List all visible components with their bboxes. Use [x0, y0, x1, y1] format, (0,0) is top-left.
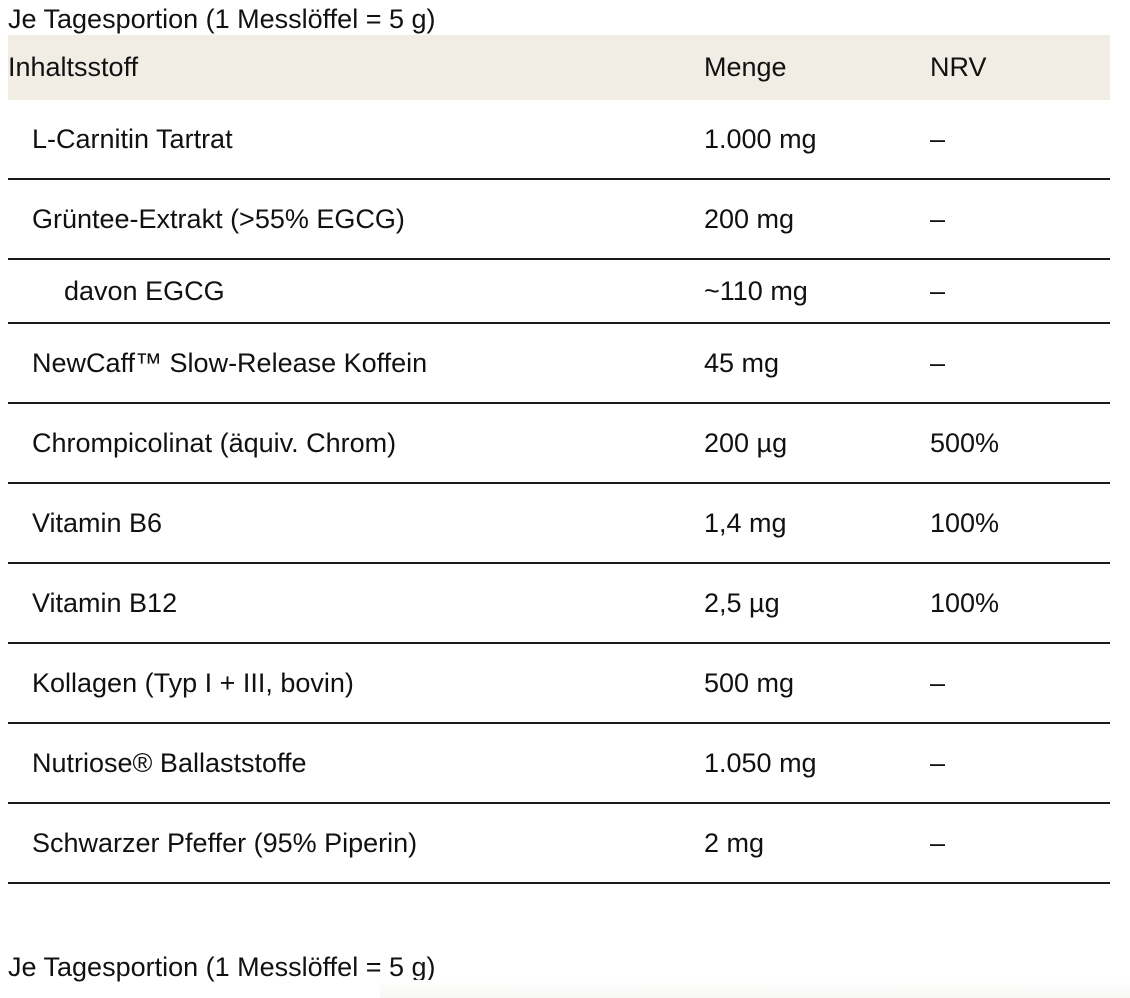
table-caption: Je Tagesportion (1 Messlöffel = 5 g)	[8, 4, 436, 34]
nrv-cell: 100%	[930, 563, 1110, 644]
nrv-cell: –	[930, 723, 1110, 804]
column-header-nrv: NRV	[930, 35, 1110, 100]
amount-cell: 500 mg	[680, 643, 930, 724]
table-row: Schwarzer Pfeffer (95% Piperin) 2 mg –	[8, 803, 1110, 884]
ingredient-cell: NewCaff™ Slow-Release Koffein	[8, 323, 680, 404]
amount-cell: ~110 mg	[680, 259, 930, 324]
nrv-cell: 500%	[930, 403, 1110, 484]
ingredient-cell: davon EGCG	[8, 259, 680, 324]
table-row: Chrompicolinat (äquiv. Chrom) 200 µg 500…	[8, 403, 1110, 484]
nrv-cell: –	[930, 179, 1110, 260]
ingredient-cell: Vitamin B6	[8, 483, 680, 564]
nrv-cell: –	[930, 643, 1110, 724]
ingredient-cell: Schwarzer Pfeffer (95% Piperin)	[8, 803, 680, 884]
amount-cell: 200 mg	[680, 179, 930, 260]
table-row: L-Carnitin Tartrat 1.000 mg –	[8, 100, 1110, 180]
table-row: NewCaff™ Slow-Release Koffein 45 mg –	[8, 323, 1110, 404]
amount-cell: 2 mg	[680, 803, 930, 884]
column-header-amount: Menge	[680, 35, 930, 100]
nrv-cell: –	[930, 259, 1110, 324]
nrv-cell: –	[930, 803, 1110, 884]
next-table-edge	[380, 980, 1130, 998]
ingredient-cell: Chrompicolinat (äquiv. Chrom)	[8, 403, 680, 484]
amount-cell: 2,5 µg	[680, 563, 930, 644]
table-row: Vitamin B12 2,5 µg 100%	[8, 563, 1110, 644]
amount-cell: 1.000 mg	[680, 100, 930, 180]
table-header: Inhaltsstoff Menge NRV	[8, 35, 1110, 100]
nrv-cell: 100%	[930, 483, 1110, 564]
table-row: Vitamin B6 1,4 mg 100%	[8, 483, 1110, 564]
table-row-sub: davon EGCG ~110 mg –	[8, 259, 1110, 324]
table-row: Kollagen (Typ I + III, bovin) 500 mg –	[8, 643, 1110, 724]
nrv-cell: –	[930, 323, 1110, 404]
amount-cell: 1,4 mg	[680, 483, 930, 564]
amount-cell: 45 mg	[680, 323, 930, 404]
ingredient-cell: Nutriose® Ballaststoffe	[8, 723, 680, 804]
ingredient-cell: Kollagen (Typ I + III, bovin)	[8, 643, 680, 724]
nutrition-table: Inhaltsstoff Menge NRV L-Carnitin Tartra…	[8, 35, 1110, 884]
amount-cell: 200 µg	[680, 403, 930, 484]
table-row: Grüntee-Extrakt (>55% EGCG) 200 mg –	[8, 179, 1110, 260]
table-caption-second: Je Tagesportion (1 Messlöffel = 5 g)	[8, 952, 436, 982]
ingredient-cell: Vitamin B12	[8, 563, 680, 644]
column-header-ingredient: Inhaltsstoff	[8, 35, 680, 100]
table-row: Nutriose® Ballaststoffe 1.050 mg –	[8, 723, 1110, 804]
ingredient-cell: Grüntee-Extrakt (>55% EGCG)	[8, 179, 680, 260]
ingredient-cell: L-Carnitin Tartrat	[8, 100, 680, 180]
amount-cell: 1.050 mg	[680, 723, 930, 804]
nrv-cell: –	[930, 100, 1110, 180]
